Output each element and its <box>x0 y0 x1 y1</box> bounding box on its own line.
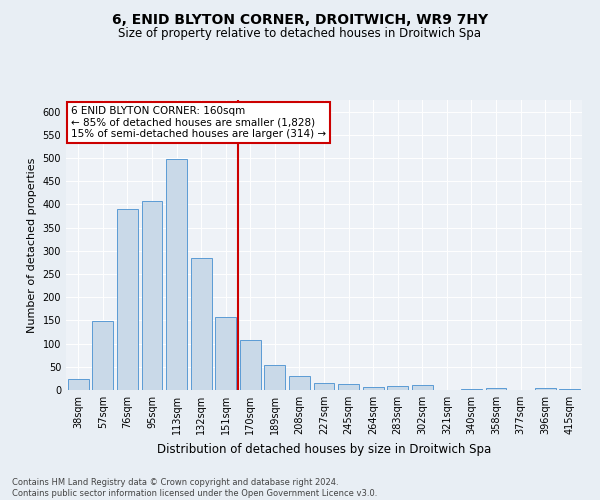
Text: 6 ENID BLYTON CORNER: 160sqm
← 85% of detached houses are smaller (1,828)
15% of: 6 ENID BLYTON CORNER: 160sqm ← 85% of de… <box>71 106 326 139</box>
Bar <box>240 340 261 390</box>
Text: 6, ENID BLYTON CORNER, DROITWICH, WR9 7HY: 6, ENID BLYTON CORNER, DROITWICH, WR9 7H… <box>112 12 488 26</box>
Bar <box>68 380 89 390</box>
Bar <box>338 384 359 390</box>
Bar <box>387 386 408 390</box>
Bar <box>485 388 506 390</box>
Bar <box>461 388 482 390</box>
Bar <box>559 388 580 390</box>
Y-axis label: Number of detached properties: Number of detached properties <box>27 158 37 332</box>
Bar <box>314 382 334 390</box>
Bar <box>265 366 286 390</box>
Bar <box>215 316 236 390</box>
Text: Contains HM Land Registry data © Crown copyright and database right 2024.
Contai: Contains HM Land Registry data © Crown c… <box>12 478 377 498</box>
X-axis label: Distribution of detached houses by size in Droitwich Spa: Distribution of detached houses by size … <box>157 442 491 456</box>
Bar <box>142 200 163 390</box>
Bar <box>412 386 433 390</box>
Bar <box>289 376 310 390</box>
Bar <box>191 258 212 390</box>
Text: Size of property relative to detached houses in Droitwich Spa: Size of property relative to detached ho… <box>119 28 482 40</box>
Bar <box>92 322 113 390</box>
Bar <box>166 160 187 390</box>
Bar <box>535 388 556 390</box>
Bar <box>362 387 383 390</box>
Bar <box>117 209 138 390</box>
